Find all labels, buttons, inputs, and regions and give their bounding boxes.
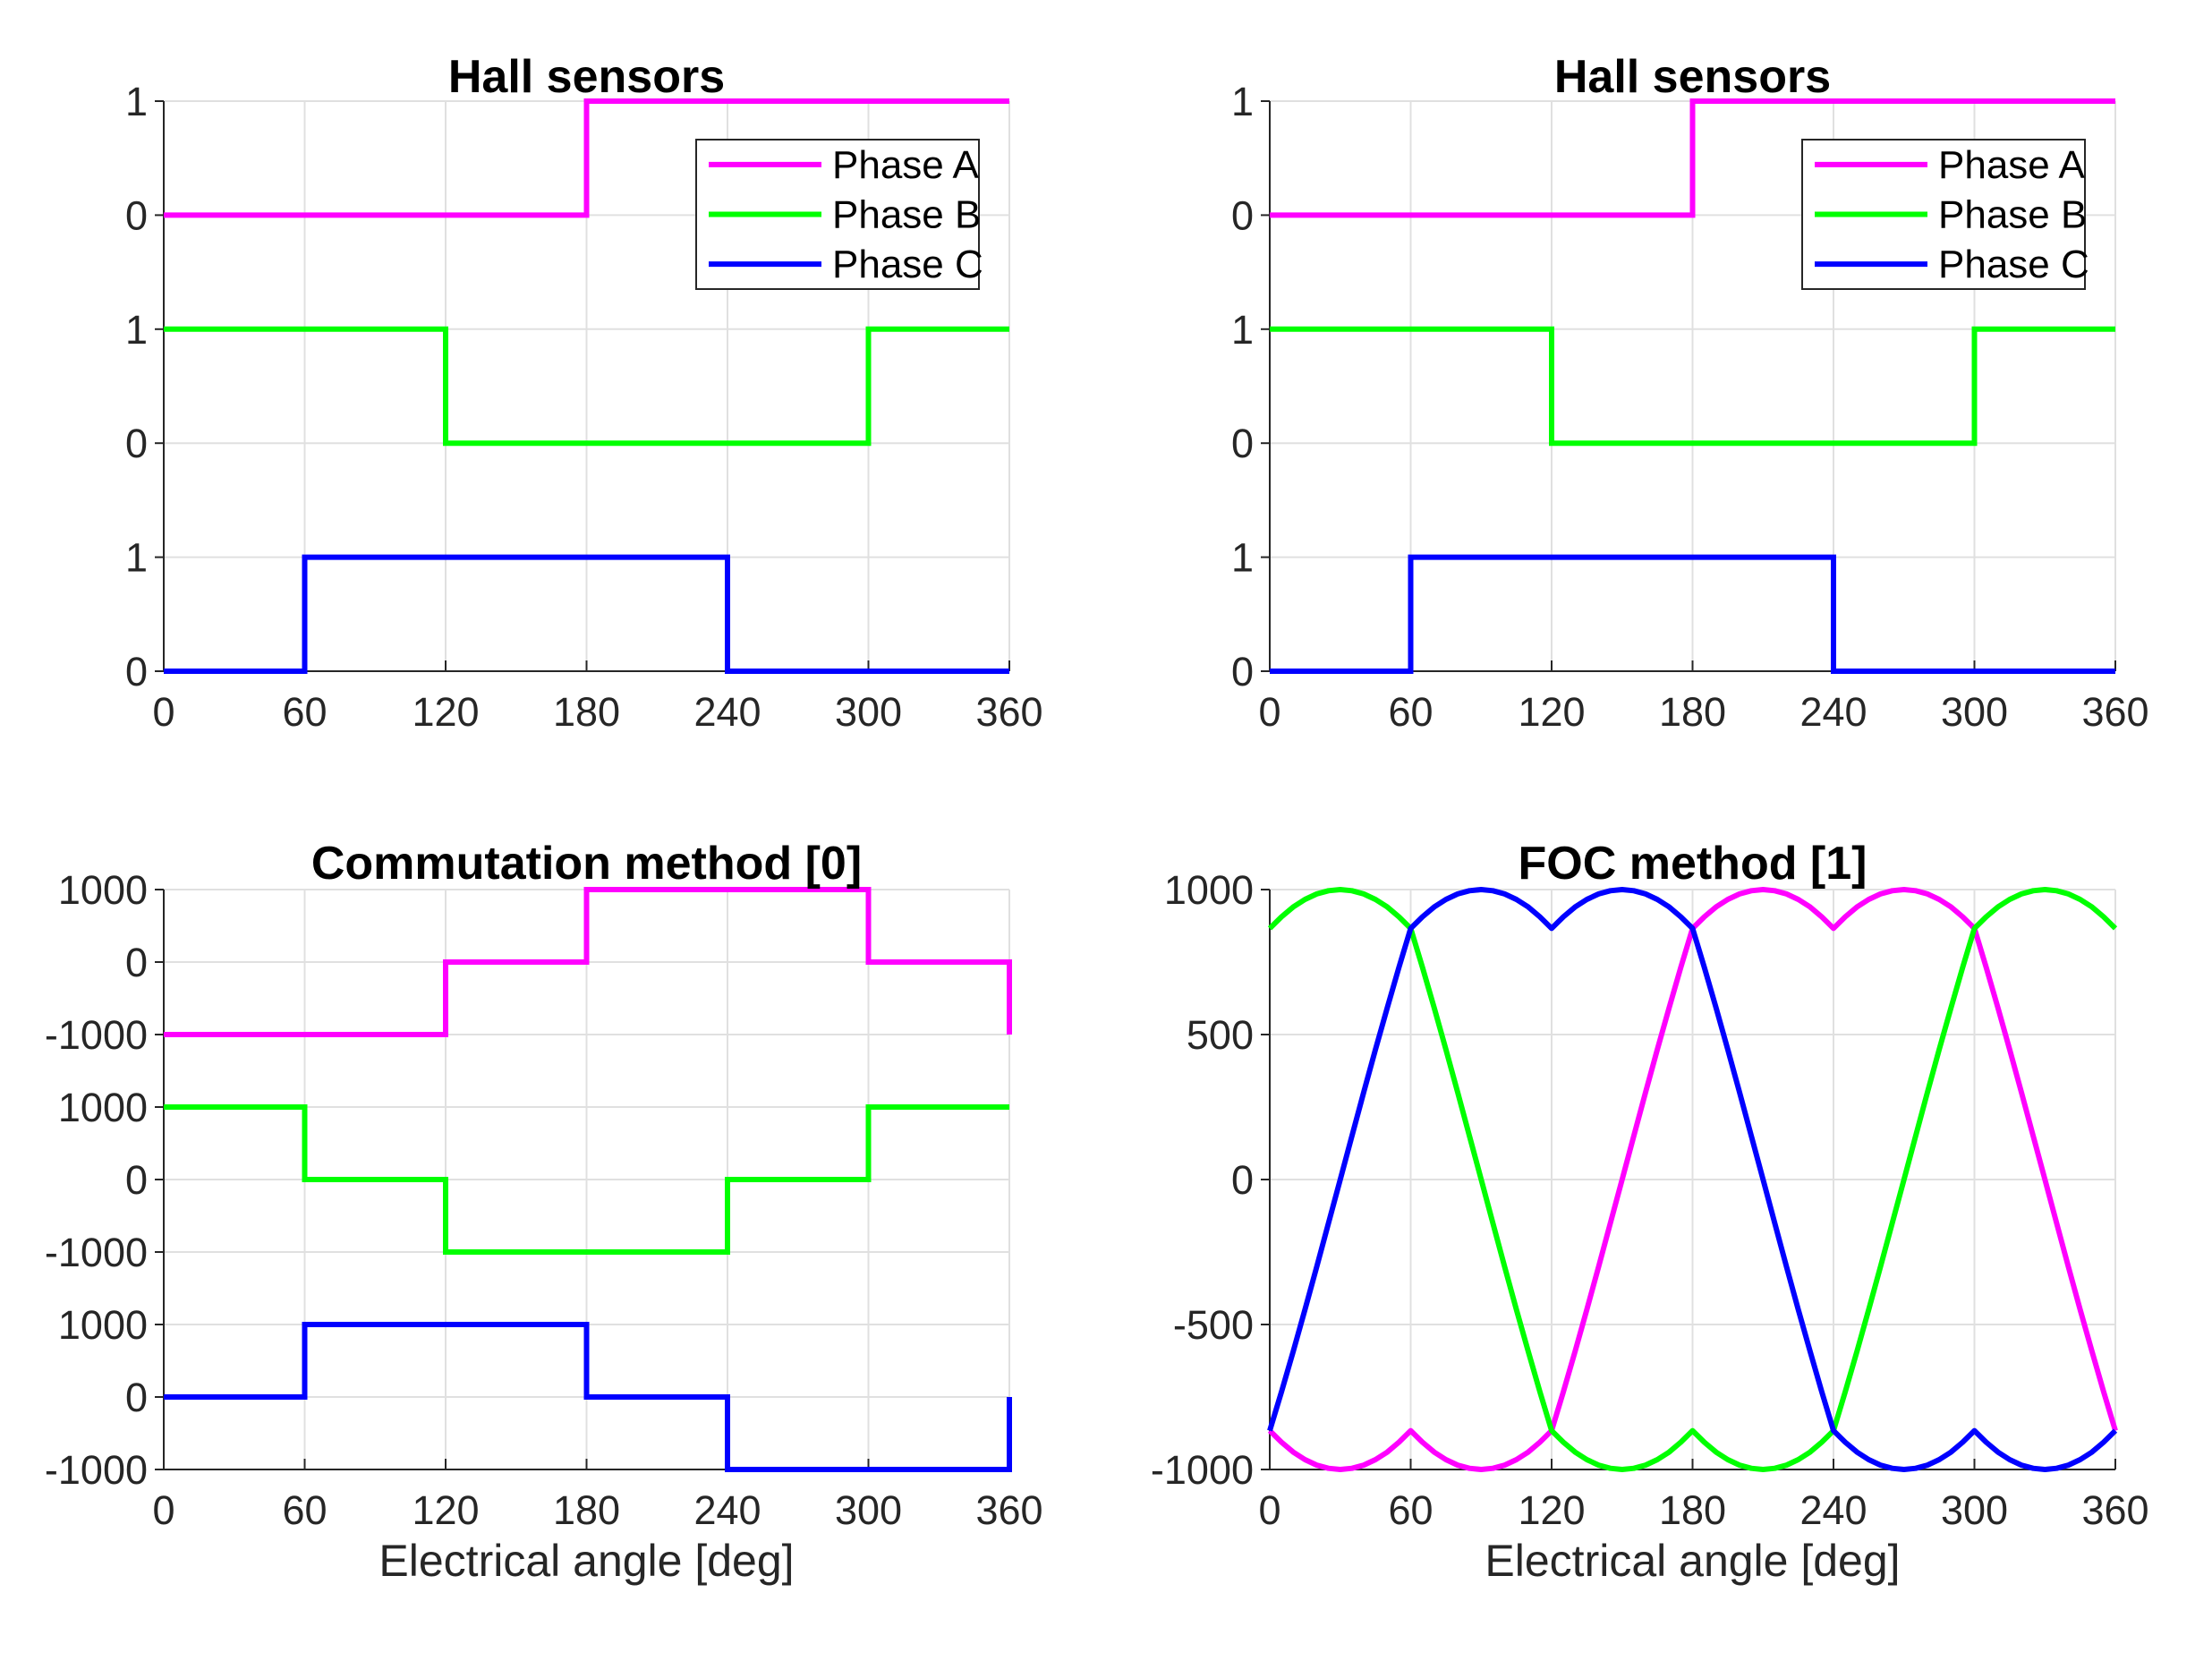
x-tick-label: 240 (1799, 689, 1867, 735)
x-tick-label: 120 (412, 689, 479, 735)
y-tick-label: 0 (1231, 1157, 1254, 1203)
y-tick-label: 0 (1231, 192, 1254, 238)
series-line-phase-b (164, 326, 1009, 447)
x-axis-label: Electrical angle [deg] (1485, 1536, 1900, 1586)
legend-label-phase-c: Phase C (1938, 243, 2089, 286)
y-tick-label: -500 (1173, 1302, 1254, 1348)
x-tick-label: 120 (1518, 689, 1585, 735)
x-tick-label: 300 (835, 1487, 902, 1533)
y-tick-label: -1000 (45, 1447, 148, 1493)
series-line-phase-c (164, 554, 1009, 674)
x-tick-label: 0 (152, 1487, 174, 1533)
legend-label-phase-c: Phase C (832, 243, 983, 286)
y-tick-label: 500 (1187, 1012, 1254, 1058)
y-tick-label: 0 (125, 1157, 148, 1203)
series-line-phase-a (164, 98, 1009, 218)
chart-title: Hall sensors (1554, 51, 1831, 103)
x-tick-label: 0 (1258, 1487, 1280, 1533)
x-tick-label: 180 (1659, 689, 1726, 735)
chart-title: Hall sensors (448, 51, 725, 103)
y-tick-label: -1000 (1151, 1447, 1254, 1493)
series-line-phase-b (1270, 326, 2115, 447)
x-tick-label: 240 (1799, 1487, 1867, 1533)
x-tick-label: 120 (1518, 1487, 1585, 1533)
y-tick-label: 0 (125, 940, 148, 985)
x-tick-label: 120 (412, 1487, 479, 1533)
x-tick-label: 180 (1659, 1487, 1726, 1533)
subplot-foc-method: -1000 -500 0 500 1000 0 60 120 180 240 300 360 FOC m… (1151, 838, 2149, 1586)
y-tick-label: 0 (125, 649, 148, 694)
x-tick-label: 180 (553, 689, 620, 735)
legend: Phase A Phase B Phase C (1801, 139, 2089, 290)
y-tick-label: 1000 (58, 1302, 148, 1348)
x-tick-label: 60 (282, 1487, 327, 1533)
subplot-hall-sensors-right: 0 1 0 1 0 1 0 60 120 180 240 300 360 Hall sensors Phas… (1231, 51, 2149, 735)
x-tick-label: 180 (553, 1487, 620, 1533)
y-tick-label: -1000 (45, 1230, 148, 1275)
y-tick-label: 1000 (1164, 867, 1254, 913)
y-tick-label: 1000 (58, 867, 148, 913)
x-tick-label: 60 (1388, 689, 1433, 735)
x-tick-label: 300 (1941, 689, 2008, 735)
y-tick-label: 1 (125, 79, 148, 124)
x-tick-label: 360 (975, 1487, 1042, 1533)
x-tick-label: 0 (1258, 689, 1280, 735)
y-tick-label: 1 (1231, 79, 1254, 124)
y-tick-label: 1 (1231, 307, 1254, 353)
chart-title: FOC method [1] (1519, 838, 1867, 890)
y-tick-label: 0 (1231, 421, 1254, 466)
chart-title: Commutation method [0] (311, 838, 862, 890)
series-line-phase-c (1270, 554, 2115, 674)
y-tick-label: 1 (125, 535, 148, 581)
x-tick-label: 300 (835, 689, 902, 735)
y-tick-label: 0 (125, 192, 148, 238)
y-tick-label: 1 (125, 307, 148, 353)
subplot-hall-sensors-left: 0 1 0 1 0 1 0 60 120 180 240 300 360 Hall sensors Phas… (125, 51, 1043, 735)
y-tick-label: 0 (1231, 649, 1254, 694)
legend: Phase A Phase B Phase C (695, 139, 983, 290)
y-tick-label: -1000 (45, 1012, 148, 1058)
x-tick-label: 240 (693, 1487, 761, 1533)
x-axis-label: Electrical angle [deg] (379, 1536, 794, 1586)
x-tick-label: 60 (1388, 1487, 1433, 1533)
series-line-phase-a (1270, 98, 2115, 218)
legend-label-phase-b: Phase B (1938, 193, 2087, 237)
x-tick-label: 360 (2081, 1487, 2148, 1533)
series-line-phase-b (164, 1104, 1009, 1255)
legend-label-phase-b: Phase B (832, 193, 981, 237)
legend-label-phase-a: Phase A (1938, 143, 2086, 187)
y-tick-label: 0 (125, 421, 148, 466)
x-tick-label: 300 (1941, 1487, 2008, 1533)
series-line-phase-c (164, 1322, 1012, 1472)
y-tick-label: 1000 (58, 1085, 148, 1130)
legend-label-phase-a: Phase A (832, 143, 980, 187)
x-tick-label: 360 (2081, 689, 2148, 735)
x-tick-label: 360 (975, 689, 1042, 735)
y-tick-label: 1 (1231, 535, 1254, 581)
series-line-phase-c (1267, 887, 2118, 1472)
x-tick-label: 240 (693, 689, 761, 735)
series-line-phase-a (164, 887, 1012, 1037)
y-tick-label: 0 (125, 1375, 148, 1420)
x-tick-label: 0 (152, 689, 174, 735)
x-tick-label: 60 (282, 689, 327, 735)
